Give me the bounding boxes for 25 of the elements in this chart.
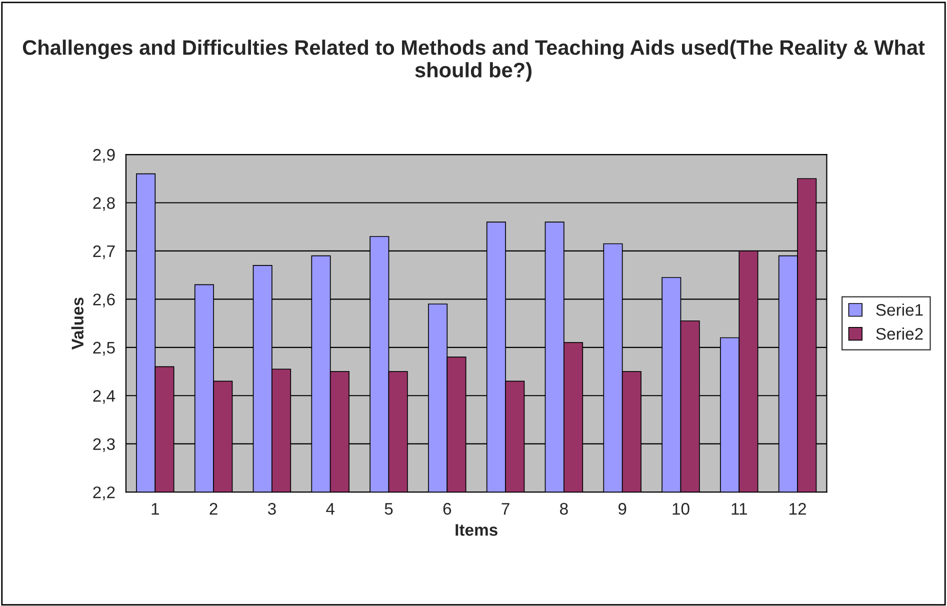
legend-label: Serie1 <box>876 304 923 316</box>
x-tick-label: 7 <box>502 503 510 515</box>
y-tick-label: 2,6 <box>93 294 115 308</box>
x-tick-label: 12 <box>790 502 806 515</box>
x-tick-label: 8 <box>560 502 568 515</box>
y-tick-label: 2,7 <box>93 245 115 260</box>
y-tick-label: 2,3 <box>93 438 115 452</box>
x-tick-label: 4 <box>326 503 334 515</box>
legend-label: Serie2 <box>876 328 923 340</box>
x-tick-label: 10 <box>672 502 690 515</box>
chart-title: Challenges and Difficulties Related to Methods and Teaching Aids used(The Reality & What should be?) <box>22 40 925 82</box>
y-tick-label: 2,2 <box>93 486 115 500</box>
y-tick-label: 2,9 <box>93 148 115 163</box>
y-axis-title: Values <box>71 298 84 350</box>
x-tick-label: 2 <box>210 502 218 515</box>
x-tick-label: 1 <box>152 503 159 515</box>
x-tick-label: 6 <box>443 502 452 515</box>
x-tick-label: 3 <box>268 502 276 515</box>
x-tick-label: 9 <box>618 502 626 515</box>
y-tick-label: 2,5 <box>93 342 115 356</box>
y-tick-label: 2,4 <box>93 390 116 404</box>
y-tick-label: 2,8 <box>93 197 115 211</box>
x-axis-title: Items <box>456 524 498 536</box>
x-tick-label: 5 <box>384 503 393 515</box>
x-tick-label: 11 <box>732 503 747 515</box>
